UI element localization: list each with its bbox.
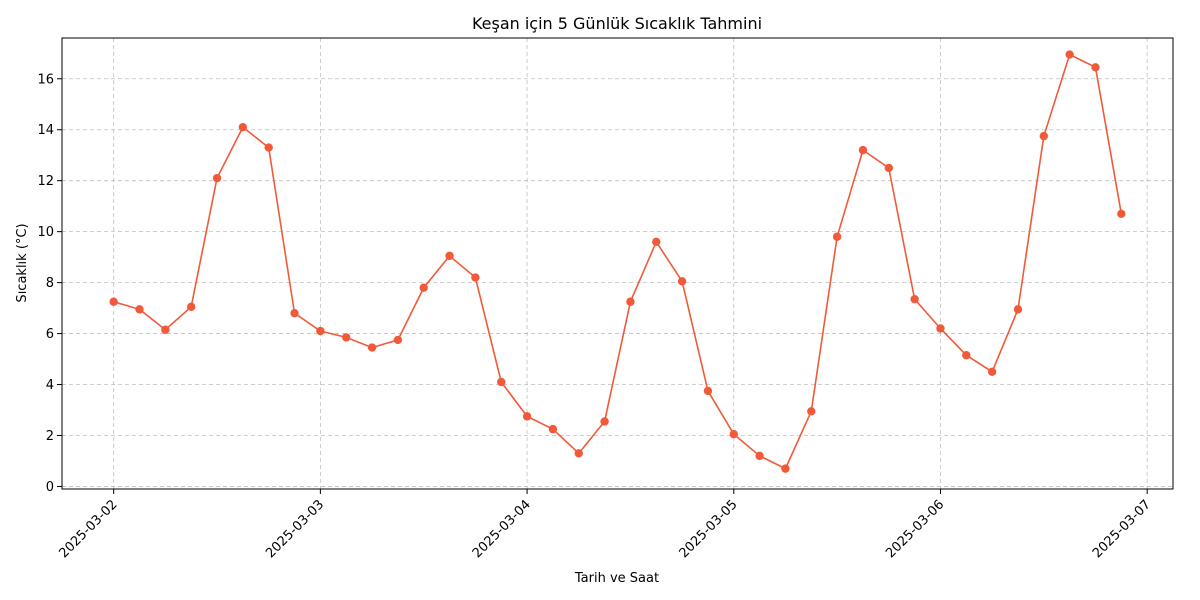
data-point [652,237,661,247]
x-tick-label: 2025-03-04 [470,497,534,561]
y-tick-label: 16 [37,72,54,87]
data-point [574,449,583,458]
y-tick-label: 10 [37,225,54,240]
y-tick-label: 0 [46,480,54,495]
data-point [626,297,635,306]
data-point [1039,131,1049,141]
x-tick-label: 2025-03-07 [1090,497,1154,561]
data-point [600,417,609,426]
data-point [962,351,971,360]
data-point [1065,50,1074,59]
data-point [238,122,248,132]
x-tick-label: 2025-03-05 [677,497,741,561]
chart-title: Keşan için 5 Günlük Sıcaklık Tahmini [472,14,762,33]
y-tick-label: 6 [46,327,54,342]
data-points [109,50,1126,473]
data-point [393,335,403,345]
data-point [936,324,945,333]
data-point [471,273,480,282]
y-axis-ticks: 0 2 4 6 8 10 12 14 16 [37,72,62,495]
data-point [1091,63,1100,72]
x-tick-label: 2025-03-06 [883,497,947,561]
data-point [781,464,790,473]
data-point [445,251,454,261]
x-tick-label: 2025-03-03 [263,497,327,561]
data-point [212,173,222,183]
data-point [419,283,428,292]
data-point [497,377,506,387]
data-point [186,302,196,312]
data-point [316,326,325,336]
temperature-series-line [113,53,1123,470]
data-point [910,294,919,304]
data-point [109,297,118,306]
y-tick-label: 8 [46,276,54,291]
data-point [807,407,816,416]
data-point [342,333,351,342]
data-point [522,412,532,421]
data-point [1013,305,1023,314]
data-point [1117,209,1126,219]
data-point [548,424,558,434]
data-point [264,143,273,152]
data-point [832,232,842,241]
y-tick-label: 4 [46,378,54,393]
grid-lines [62,38,1173,489]
plot-frame [61,37,1174,490]
x-tick-label: 2025-03-02 [56,497,120,561]
x-axis-label: Tarih ve Saat [574,571,659,586]
data-point [290,308,299,318]
data-point [729,430,738,439]
x-axis-ticks: 2025-03-02 2025-03-03 2025-03-04 2025-03-05… [56,489,1154,561]
y-tick-label: 2 [46,429,54,444]
y-tick-label: 14 [37,123,54,138]
y-tick-label: 12 [37,174,54,189]
data-point [677,277,687,286]
data-point [755,451,764,461]
y-axis-label: Sıcaklık (°C) [15,223,30,302]
data-point [161,325,170,334]
data-point [135,305,144,314]
data-point [858,145,868,155]
data-point [367,343,377,352]
data-point [987,367,997,376]
data-point [703,386,713,396]
data-point [884,163,893,173]
